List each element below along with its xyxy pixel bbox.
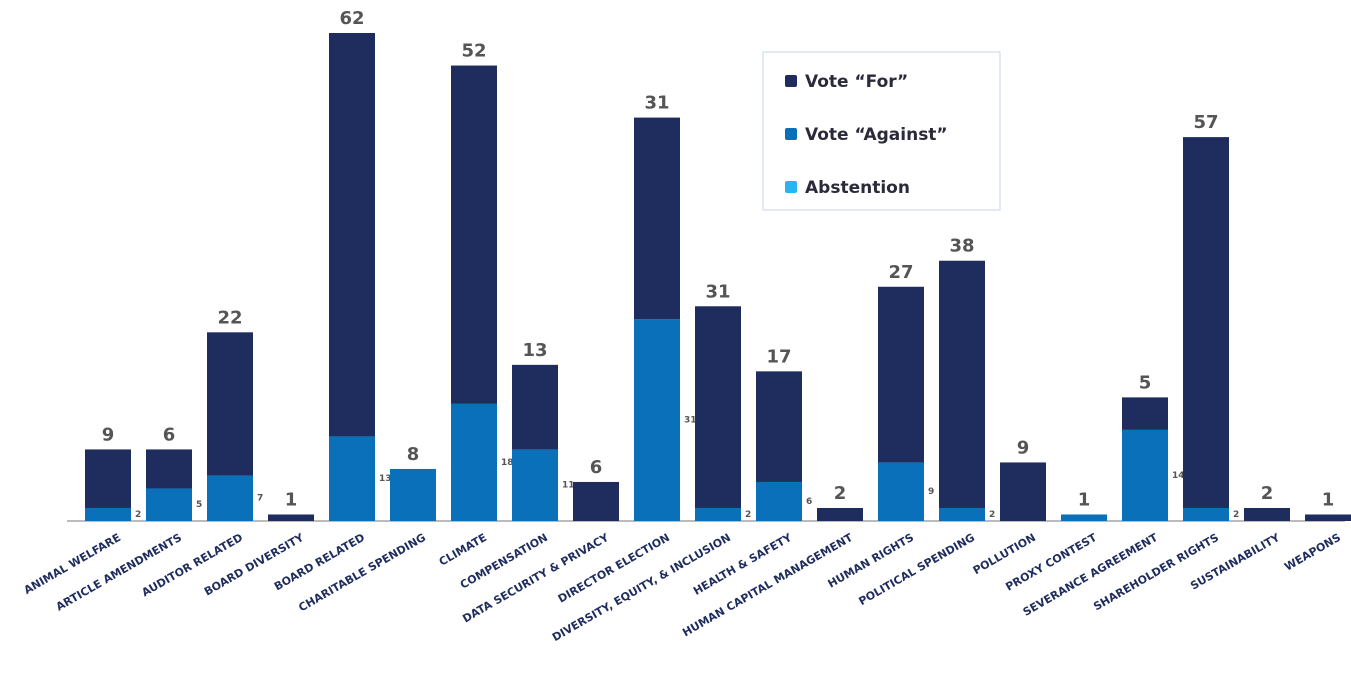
legend-swatch bbox=[785, 181, 797, 193]
bar-segment bbox=[268, 514, 314, 521]
total-label: 1 bbox=[1322, 489, 1335, 510]
bar-segment bbox=[634, 117, 680, 320]
bar-segment bbox=[85, 507, 131, 521]
against-label: 2 bbox=[135, 510, 141, 520]
against-label: 9 bbox=[928, 487, 934, 497]
against-label: 6 bbox=[806, 497, 812, 507]
bar-segment bbox=[1061, 514, 1107, 521]
total-label: 1 bbox=[1078, 489, 1091, 510]
against-label: 7 bbox=[257, 494, 263, 504]
bar-segment bbox=[390, 468, 436, 521]
bar-segment bbox=[1183, 137, 1229, 508]
total-label: 5 bbox=[1139, 372, 1152, 393]
total-label: 6 bbox=[163, 424, 176, 445]
bar-segment bbox=[512, 364, 558, 450]
bar-segment bbox=[207, 332, 253, 476]
x-tick-label: AUDITOR RELATED bbox=[140, 531, 245, 599]
bar-segment bbox=[1000, 462, 1046, 521]
x-tick-label: DIRECTOR ELECTION bbox=[556, 531, 672, 606]
against-label: 13 bbox=[379, 474, 392, 484]
against-label: 2 bbox=[1233, 510, 1239, 520]
total-label: 31 bbox=[644, 93, 669, 114]
legend-label: Vote “For” bbox=[805, 72, 908, 92]
total-label: 2 bbox=[834, 483, 847, 504]
x-tick-label: ANIMAL WELFARE bbox=[22, 531, 123, 597]
legend-box bbox=[762, 51, 1001, 211]
bar-segment bbox=[756, 481, 802, 521]
total-label: 9 bbox=[1017, 437, 1030, 458]
x-tick-label: CLIMATE bbox=[437, 531, 489, 569]
bar-segment bbox=[146, 488, 192, 521]
bar-segment bbox=[756, 371, 802, 482]
bar-segment bbox=[1305, 514, 1351, 521]
total-label: 13 bbox=[522, 340, 547, 361]
total-label: 1 bbox=[285, 489, 298, 510]
bar-segment bbox=[573, 481, 619, 521]
against-label: 5 bbox=[196, 500, 202, 510]
bar-segment bbox=[939, 260, 985, 508]
total-label: 2 bbox=[1261, 483, 1274, 504]
bar-segment bbox=[878, 286, 924, 463]
total-label: 6 bbox=[590, 457, 603, 478]
bar-segment bbox=[1244, 507, 1290, 521]
total-label: 8 bbox=[407, 444, 420, 465]
total-label: 27 bbox=[888, 262, 913, 283]
bar-segment bbox=[329, 436, 375, 521]
bar-segment bbox=[207, 475, 253, 521]
bar-segment bbox=[329, 33, 375, 437]
legend-label: Vote “Against” bbox=[805, 125, 948, 145]
against-label: 2 bbox=[745, 510, 751, 520]
bar-segment bbox=[512, 449, 558, 521]
legend-swatch bbox=[785, 128, 797, 140]
bar-segment bbox=[695, 306, 741, 508]
total-label: 22 bbox=[217, 307, 242, 328]
total-label: 62 bbox=[339, 8, 364, 29]
total-label: 9 bbox=[102, 424, 115, 445]
against-label: 2 bbox=[989, 510, 995, 520]
bar-segment bbox=[146, 449, 192, 489]
total-label: 17 bbox=[766, 346, 791, 367]
bar-segment bbox=[451, 65, 497, 404]
total-label: 38 bbox=[949, 236, 974, 257]
x-tick-label: BOARD DIVERSITY bbox=[202, 530, 307, 598]
against-label: 31 bbox=[684, 416, 697, 426]
against-label: 14 bbox=[1172, 471, 1185, 481]
x-tick-label: POLITICAL SPENDING bbox=[856, 531, 977, 608]
bar-segment bbox=[1122, 429, 1168, 521]
legend-swatch bbox=[785, 75, 797, 87]
bar-segment bbox=[451, 403, 497, 521]
bar-segment bbox=[939, 507, 985, 521]
bar-segment bbox=[817, 507, 863, 521]
bar-segment bbox=[85, 449, 131, 508]
x-tick-label: HEALTH & SAFETY bbox=[691, 530, 795, 597]
bar-segment bbox=[878, 462, 924, 521]
total-label: 52 bbox=[461, 41, 486, 62]
total-label: 31 bbox=[705, 281, 730, 302]
bar-segment bbox=[695, 507, 741, 521]
against-label: 18 bbox=[501, 458, 514, 468]
bar-segment bbox=[634, 319, 680, 521]
against-label: 11 bbox=[562, 481, 575, 491]
bar-segment bbox=[1122, 397, 1168, 430]
bar-segment bbox=[1183, 507, 1229, 521]
x-tick-label: WEAPONS bbox=[1282, 531, 1343, 574]
legend-label: Abstention bbox=[805, 178, 910, 198]
total-label: 57 bbox=[1193, 112, 1218, 133]
